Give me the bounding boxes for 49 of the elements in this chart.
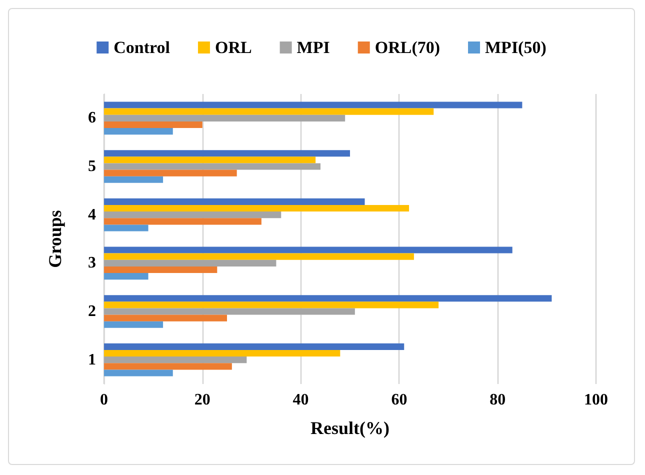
- legend-label: MPI(50): [485, 38, 546, 57]
- y-axis-title: Groups: [45, 210, 65, 268]
- bar: [104, 370, 173, 376]
- bar: [104, 224, 148, 232]
- bar: [104, 108, 434, 115]
- y-tick-label: 4: [88, 206, 96, 224]
- y-tick-label: 3: [88, 254, 96, 272]
- x-tick-label: 80: [490, 392, 506, 408]
- bar: [104, 260, 276, 266]
- x-axis-title: Result(%): [310, 418, 390, 438]
- y-tick-label: 6: [88, 110, 96, 127]
- bar: [104, 246, 512, 254]
- x-tick-label: 40: [292, 392, 309, 408]
- bar: [104, 363, 232, 370]
- bar: [104, 204, 410, 212]
- legend-label: ORL(70): [374, 38, 440, 57]
- x-tick-label: 20: [194, 392, 210, 408]
- bar: [104, 343, 404, 350]
- bar: [104, 253, 414, 260]
- bar: [104, 212, 282, 218]
- bar: [104, 321, 164, 328]
- legend-label: Control: [114, 38, 170, 57]
- bar: [104, 128, 173, 135]
- bar: [104, 350, 340, 357]
- bar: [104, 156, 316, 164]
- y-tick-label: 5: [88, 158, 96, 175]
- bar: [104, 295, 552, 302]
- bar: [104, 302, 439, 308]
- bar: [104, 266, 218, 274]
- legend-label: ORL: [214, 38, 252, 57]
- bar: [104, 314, 227, 322]
- bar: [104, 176, 164, 183]
- bar: [104, 273, 148, 280]
- bar: [104, 218, 262, 225]
- bar: [104, 198, 365, 205]
- x-tick-label: 60: [391, 392, 408, 408]
- bar: [104, 150, 350, 157]
- y-tick-label: 2: [88, 303, 96, 320]
- x-tick-label: 100: [584, 392, 608, 408]
- legend-label: MPI: [296, 38, 330, 57]
- bar: [104, 308, 355, 315]
- bar: [104, 114, 346, 122]
- bar: [104, 121, 202, 128]
- bar: [104, 102, 522, 108]
- bar: [104, 356, 247, 364]
- y-tick-label: 1: [88, 351, 96, 368]
- bar: [104, 170, 237, 176]
- x-tick-label: 0: [100, 392, 108, 408]
- bar: [104, 163, 320, 170]
